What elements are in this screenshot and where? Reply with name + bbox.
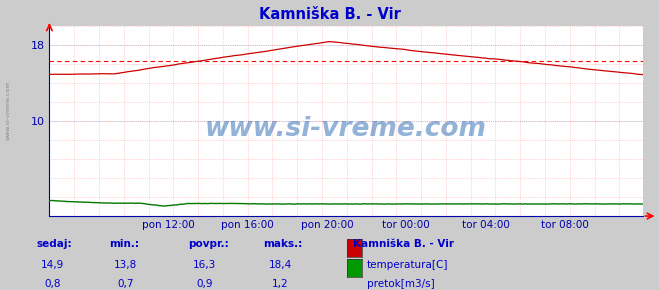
Text: Kamniška B. - Vir: Kamniška B. - Vir (353, 239, 453, 249)
Text: 0,7: 0,7 (117, 279, 134, 289)
Text: pretok[m3/s]: pretok[m3/s] (367, 279, 435, 289)
Text: 13,8: 13,8 (113, 260, 137, 269)
Text: www.si-vreme.com: www.si-vreme.com (6, 80, 11, 140)
Text: maks.:: maks.: (264, 239, 303, 249)
Text: www.si-vreme.com: www.si-vreme.com (205, 116, 487, 142)
Text: 14,9: 14,9 (41, 260, 65, 269)
Text: sedaj:: sedaj: (36, 239, 72, 249)
Text: Kamniška B. - Vir: Kamniška B. - Vir (258, 7, 401, 22)
Text: 18,4: 18,4 (268, 260, 292, 269)
Text: povpr.:: povpr.: (188, 239, 229, 249)
Text: 0,8: 0,8 (44, 279, 61, 289)
Text: temperatura[C]: temperatura[C] (367, 260, 449, 269)
Text: 16,3: 16,3 (192, 260, 216, 269)
Text: 1,2: 1,2 (272, 279, 289, 289)
Text: 0,9: 0,9 (196, 279, 213, 289)
Text: min.:: min.: (109, 239, 139, 249)
